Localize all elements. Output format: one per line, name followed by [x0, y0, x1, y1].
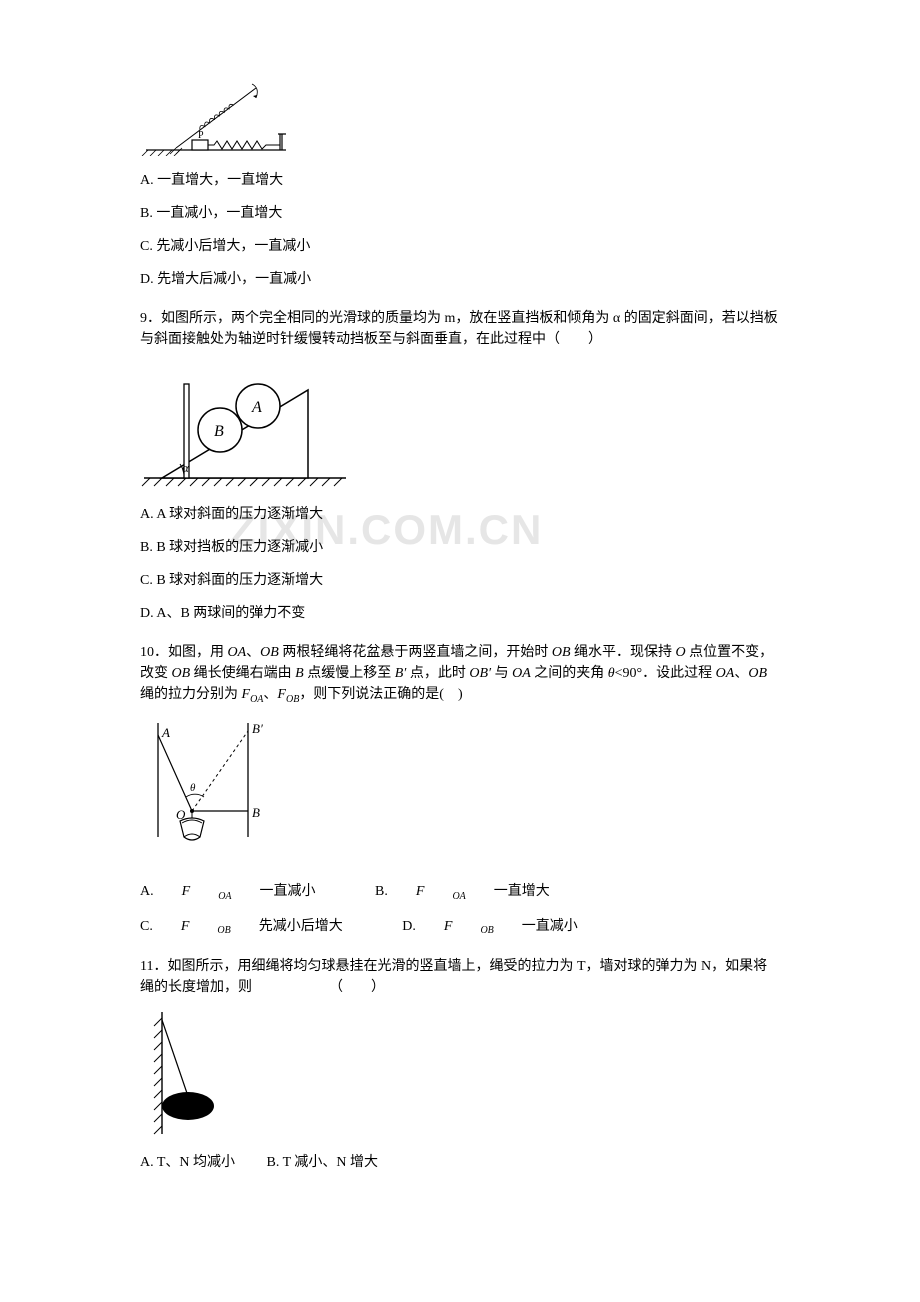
svg-text:α: α: [182, 460, 190, 475]
q10-optC: C. FOB 先减小后增大: [140, 916, 371, 939]
q10-stem: 10．如图，用 OA、OB 两根轻绳将花盆悬于两竖直墙之间，开始时 OB 绳水平…: [140, 642, 780, 707]
q11-figure: [140, 1008, 780, 1138]
q11-optB: B. T 减小、N 增大: [267, 1152, 379, 1173]
q8-optA: A. 一直增大，一直增大: [140, 170, 780, 191]
svg-text:P: P: [198, 130, 204, 141]
q8-optB: B. 一直减小，一直增大: [140, 203, 780, 224]
q9-optB: B. B 球对挡板的压力逐渐减小: [140, 537, 780, 558]
svg-text:B: B: [214, 423, 224, 440]
q10-options: A. FOA 一直减小 B. FOA 一直增大 C. FOB 先减小后增大 D.…: [140, 881, 780, 939]
svg-text:A: A: [161, 725, 170, 740]
q11-optA: A. T、N 均减小: [140, 1152, 235, 1173]
q8-options: A. 一直增大，一直增大 B. 一直减小，一直增大 C. 先减小后增大，一直减小…: [140, 170, 780, 290]
svg-text:B: B: [252, 805, 260, 820]
svg-text:B′: B′: [252, 721, 263, 736]
svg-text:A: A: [251, 399, 262, 416]
q8-figure: P: [140, 78, 780, 156]
q9-optA: A. A 球对斜面的压力逐渐增大: [140, 504, 780, 525]
q9-figure: B A α: [140, 360, 780, 490]
q8-optD: D. 先增大后减小，一直减小: [140, 269, 780, 290]
q11-stem: 11．如图所示，用细绳将均匀球悬挂在光滑的竖直墙上，绳受的拉力为 T，墙对球的弹…: [140, 956, 780, 998]
q10-figure: A B′ B O θ: [140, 717, 780, 867]
q9-options: A. A 球对斜面的压力逐渐增大 B. B 球对挡板的压力逐渐减小 ZIXIN.…: [140, 504, 780, 624]
q9-optC: C. B 球对斜面的压力逐渐增大: [140, 570, 780, 591]
svg-text:θ: θ: [190, 782, 196, 794]
q10-optA: A. FOA 一直减小: [140, 881, 344, 904]
q9-stem: 9．如图所示，两个完全相同的光滑球的质量均为 m，放在竖直挡板和倾角为 α 的固…: [140, 308, 780, 350]
q8-optC: C. 先减小后增大，一直减小: [140, 236, 780, 257]
q10-optB: B. FOA 一直增大: [375, 881, 578, 904]
q10-optD: D. FOB 一直减小: [402, 916, 606, 939]
q11-options-row: A. T、N 均减小 B. T 减小、N 增大: [140, 1152, 780, 1173]
q9-optD: D. A、B 两球间的弹力不变: [140, 603, 780, 624]
